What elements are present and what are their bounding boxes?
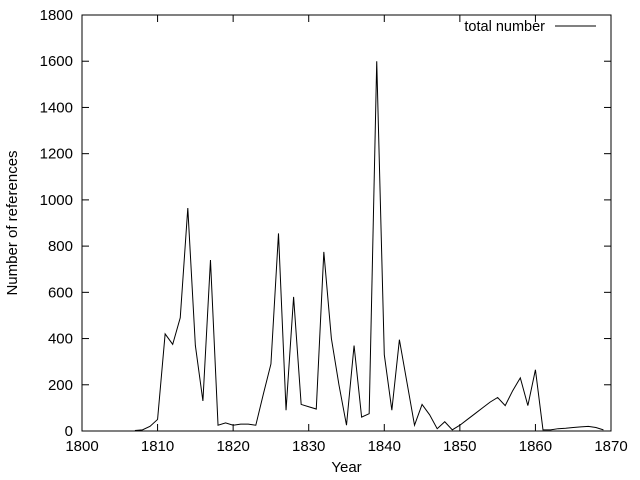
y-tick-label: 1000 (40, 192, 73, 209)
y-tick-label: 200 (48, 377, 73, 394)
y-tick-label: 1800 (40, 7, 73, 24)
x-axis-label: Year (331, 459, 361, 476)
y-tick-label: 1400 (40, 99, 73, 116)
x-tick-label: 1860 (519, 438, 552, 455)
y-tick-label: 1600 (40, 53, 73, 70)
x-tick-label: 1820 (216, 438, 249, 455)
y-tick-label: 800 (48, 238, 73, 255)
y-tick-label: 1200 (40, 146, 73, 163)
x-tick-label: 1850 (443, 438, 476, 455)
series-layer (134, 61, 604, 432)
y-tick-label: 0 (65, 423, 73, 440)
x-axis-ticks: 1800 1810 1820 1830 1840 1850 1860 1870 (65, 15, 628, 455)
y-tick-label: 600 (48, 284, 73, 301)
y-axis-label: Number of references (4, 150, 21, 295)
x-tick-label: 1810 (141, 438, 174, 455)
y-tick-label: 400 (48, 331, 73, 348)
x-tick-label: 1800 (65, 438, 98, 455)
x-tick-label: 1840 (368, 438, 401, 455)
legend-label: total number (464, 19, 545, 35)
series-line (134, 61, 604, 432)
x-tick-label: 1830 (292, 438, 325, 455)
x-tick-label: 1870 (594, 438, 627, 455)
y-axis-ticks: 0 200 400 600 800 1000 1200 1400 1600 1800 (40, 7, 611, 440)
legend: total number (464, 19, 596, 35)
plot-frame (81, 14, 612, 432)
